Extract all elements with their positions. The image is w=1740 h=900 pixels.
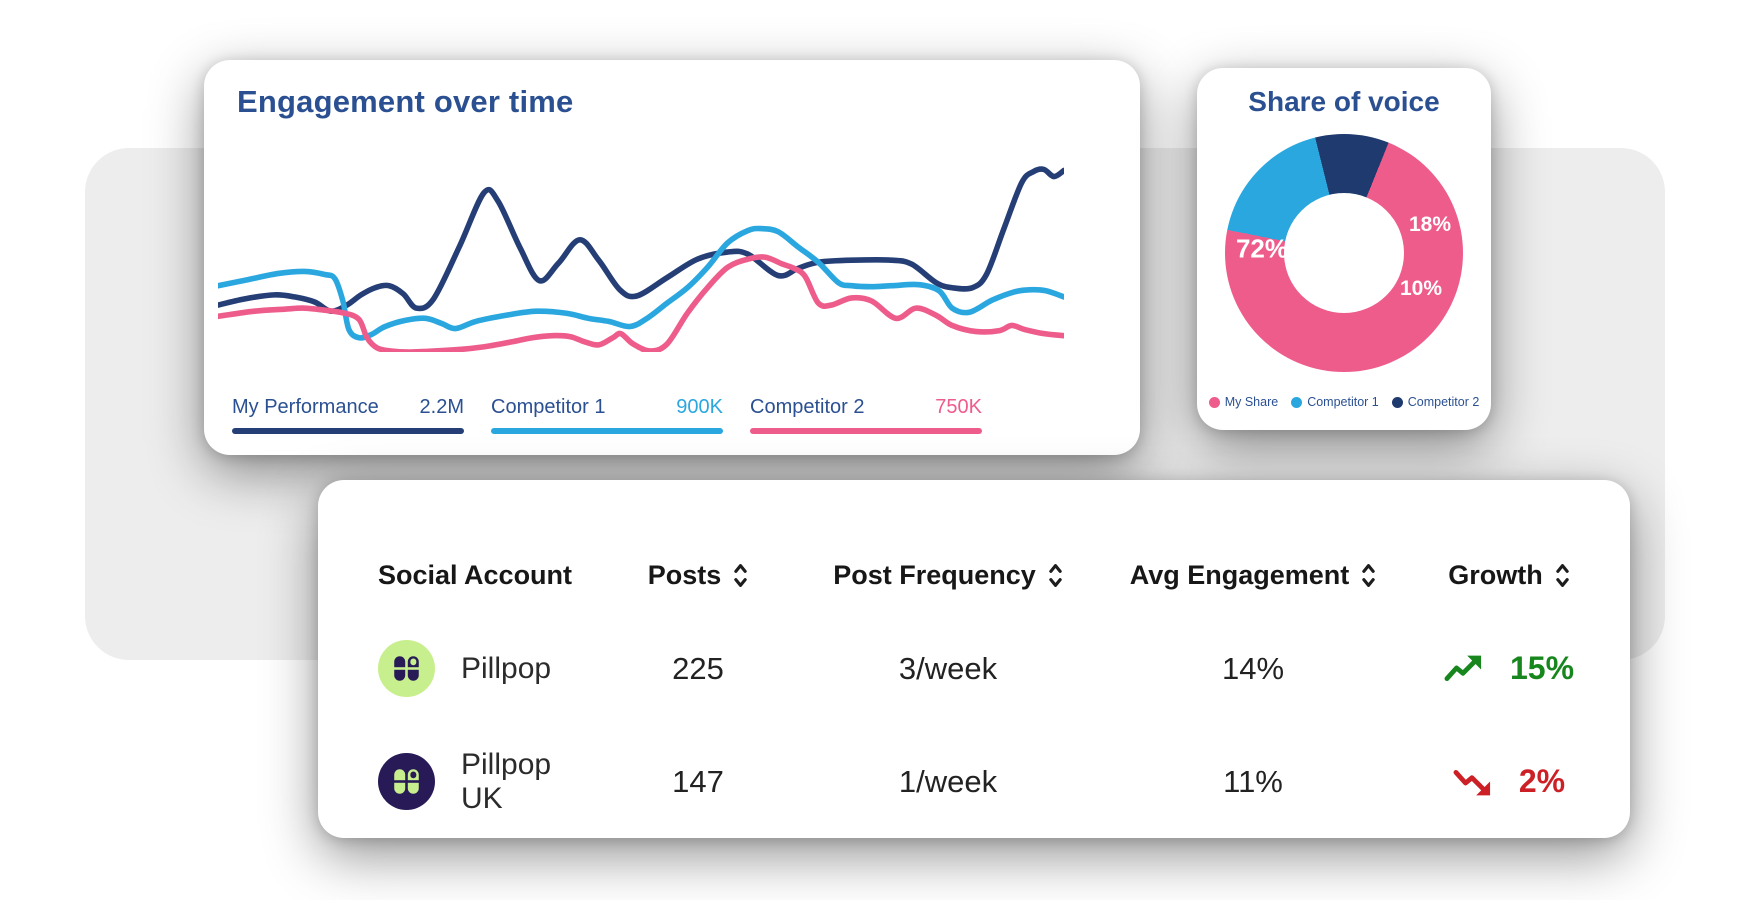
donut-legend: My Share Competitor 1 Competitor 2 [1197, 395, 1491, 409]
pills-icon [391, 656, 422, 681]
frequency-cell: 1/week [898, 763, 998, 799]
account-cell: Pillpop [378, 640, 598, 697]
pills-icon [391, 769, 422, 794]
column-header-growth[interactable]: Growth [1408, 560, 1610, 591]
line-series-competitor-1 [218, 225, 1064, 341]
engagement-card-title: Engagement over time [237, 84, 574, 119]
donut-legend-competitor-1[interactable]: Competitor 1 [1291, 395, 1379, 409]
column-header-label: Social Account [378, 559, 573, 590]
pillpop-uk-avatar [378, 753, 435, 810]
donut-label-competitor-2: 10% [1399, 277, 1443, 300]
legend-label: Competitor 1 [491, 396, 606, 418]
sort-icon[interactable] [1361, 562, 1376, 589]
legend-item-competitor-2[interactable]: Competitor 2 750K [750, 396, 982, 434]
donut-label-my-share: 72% [1235, 233, 1289, 264]
legend-dot [1291, 396, 1303, 408]
line-series-my-performance [218, 166, 1064, 315]
column-header-posts[interactable]: Posts [598, 560, 798, 591]
column-header-label: Growth [1448, 559, 1543, 590]
legend-label: Competitor 1 [1307, 395, 1379, 409]
legend-value: 900K [676, 396, 723, 418]
legend-label: Competitor 2 [750, 396, 865, 418]
legend-value: 750K [935, 396, 982, 418]
social-accounts-table-card: Social Account Posts Post Frequency [318, 480, 1630, 838]
posts-cell: 147 [672, 763, 724, 799]
legend-underline [750, 428, 982, 434]
column-header-social-account: Social Account [378, 560, 598, 591]
sort-icon[interactable] [1555, 562, 1570, 589]
line-series-competitor-2 [218, 254, 1064, 352]
growth-value: 2% [1518, 763, 1566, 799]
donut-chart [1225, 134, 1463, 372]
posts-cell: 225 [672, 650, 724, 686]
engagement-legend: My Performance 2.2M Competitor 1 900K Co… [232, 396, 982, 434]
legend-label: Competitor 2 [1407, 395, 1480, 409]
pillpop-avatar [378, 640, 435, 697]
legend-value: 2.2M [419, 396, 464, 418]
account-name: Pillpop [461, 651, 552, 685]
table-row-pillpop-uk[interactable]: Pillpop UK 147 1/week 11% 2% [378, 725, 1610, 838]
legend-underline [232, 428, 464, 434]
donut-label-competitor-1: 18% [1408, 213, 1452, 236]
legend-underline [491, 428, 723, 434]
donut-legend-competitor-2[interactable]: Competitor 2 [1391, 395, 1480, 409]
sort-icon[interactable] [1048, 562, 1063, 589]
social-accounts-table: Social Account Posts Post Frequency [378, 538, 1610, 838]
column-header-avg-engagement[interactable]: Avg Engagement [1098, 560, 1408, 591]
column-header-label: Avg Engagement [1129, 559, 1350, 590]
trend-up-icon [1444, 655, 1482, 681]
legend-dot [1391, 396, 1403, 408]
growth-value: 15% [1509, 650, 1575, 686]
growth-cell: 15% [1408, 650, 1610, 687]
legend-item-competitor-1[interactable]: Competitor 1 900K [491, 396, 723, 434]
sort-icon[interactable] [733, 562, 748, 589]
avg-engagement-cell: 11% [1223, 763, 1283, 799]
table-row-pillpop[interactable]: Pillpop 225 3/week 14% 15% [378, 612, 1610, 725]
table-header-row: Social Account Posts Post Frequency [378, 538, 1610, 612]
account-name: Pillpop UK [461, 747, 552, 815]
account-cell: Pillpop UK [378, 748, 598, 816]
legend-item-my-performance[interactable]: My Performance 2.2M [232, 396, 464, 434]
frequency-cell: 3/week [898, 650, 998, 686]
column-header-label: Post Frequency [833, 559, 1036, 590]
share-card-title: Share of voice [1248, 86, 1440, 117]
legend-dot [1208, 396, 1220, 408]
donut-legend-my-share[interactable]: My Share [1208, 395, 1279, 409]
engagement-line-chart [218, 166, 1064, 352]
avg-engagement-cell: 14% [1221, 650, 1285, 686]
share-of-voice-card: Share of voice 72% 18% 10% My Share Comp… [1197, 68, 1491, 430]
growth-cell: 2% [1408, 763, 1610, 800]
trend-down-icon [1453, 769, 1490, 795]
column-header-label: Posts [647, 559, 722, 590]
share-of-voice-donut: 72% 18% 10% [1225, 134, 1463, 372]
legend-label: My Performance [232, 396, 379, 418]
engagement-over-time-card: Engagement over time My Performance 2.2M… [204, 60, 1140, 455]
legend-label: My Share [1224, 395, 1279, 409]
column-header-post-frequency[interactable]: Post Frequency [798, 560, 1098, 591]
